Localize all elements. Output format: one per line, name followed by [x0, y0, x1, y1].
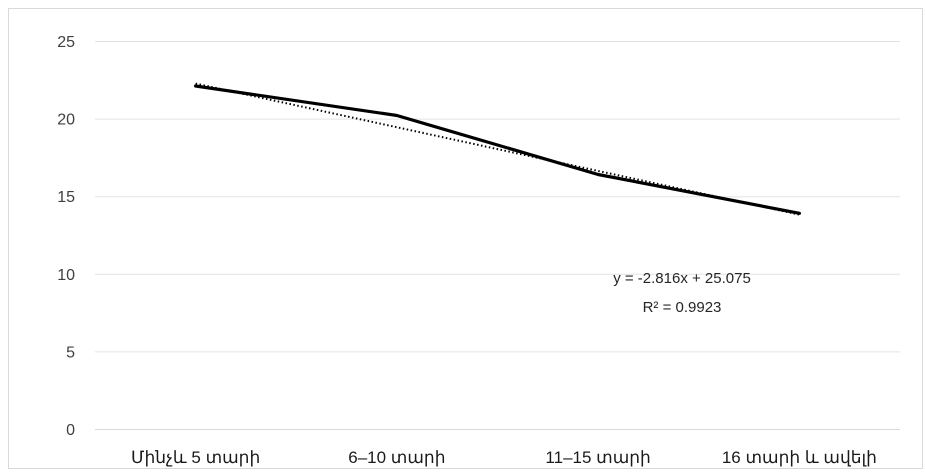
- y-axis-tick-labels: 0 5 10 15 20 25: [57, 34, 75, 439]
- y-tick-label: 20: [57, 112, 75, 129]
- x-tick-label: 16 տարի և ավելի: [722, 448, 877, 467]
- chart-frame: [8, 8, 923, 469]
- x-axis-tick-labels: Մինչև 5 տարի 6–10 տարի 11–15 տարի 16 տարի և…: [131, 448, 877, 467]
- x-tick-label: 11–15 տարի: [545, 448, 650, 467]
- trendline-equation: y = -2.816x + 25.075: [613, 270, 751, 287]
- trendline: [195, 82, 800, 216]
- y-tick-label: 15: [57, 189, 75, 206]
- y-tick-label: 25: [57, 34, 75, 51]
- y-tick-label: 0: [66, 422, 75, 439]
- gridlines: [95, 41, 900, 353]
- trendline-r-squared: R² = 0.9923: [643, 299, 722, 316]
- x-tick-label: Մինչև 5 տարի: [131, 448, 260, 467]
- x-tick-label: 6–10 տարի: [348, 448, 445, 467]
- series-line: [194, 84, 802, 215]
- y-tick-label: 10: [57, 267, 75, 284]
- y-tick-label: 5: [66, 344, 75, 361]
